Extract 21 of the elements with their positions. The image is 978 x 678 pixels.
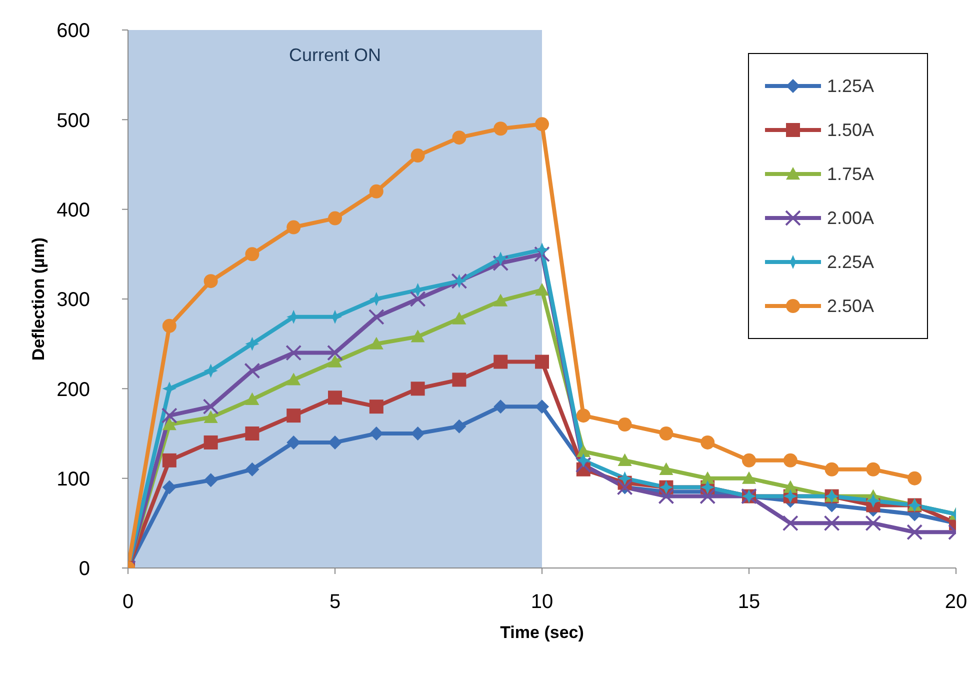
x-tick-label: 10	[530, 591, 554, 614]
legend-label: 1.75A	[827, 164, 874, 184]
x-axis-title: Time (sec)	[500, 623, 584, 642]
band-label: Current ON	[288, 44, 382, 65]
y-tick-label: 0	[78, 558, 90, 580]
legend-label: 1.50A	[827, 120, 874, 140]
legend-label: 2.50A	[827, 296, 874, 316]
x-tick-label: 0	[122, 591, 134, 614]
y-tick-label: 400	[56, 199, 90, 222]
y-tick-label: 600	[56, 20, 90, 42]
y-axis-title: Deflection (µm)	[29, 237, 48, 361]
legend-label: 2.00A	[827, 208, 874, 228]
x-tick-label: 5	[329, 591, 341, 614]
y-tick-label: 300	[56, 289, 90, 312]
x-tick-label: 20	[944, 591, 968, 614]
y-tick-label: 500	[56, 110, 90, 132]
legend-label: 1.25A	[827, 76, 874, 96]
y-tick-label: 200	[56, 378, 90, 401]
x-tick-label: 15	[738, 591, 760, 614]
legend-label: 2.25A	[827, 252, 874, 272]
y-tick-label: 100	[56, 468, 90, 490]
